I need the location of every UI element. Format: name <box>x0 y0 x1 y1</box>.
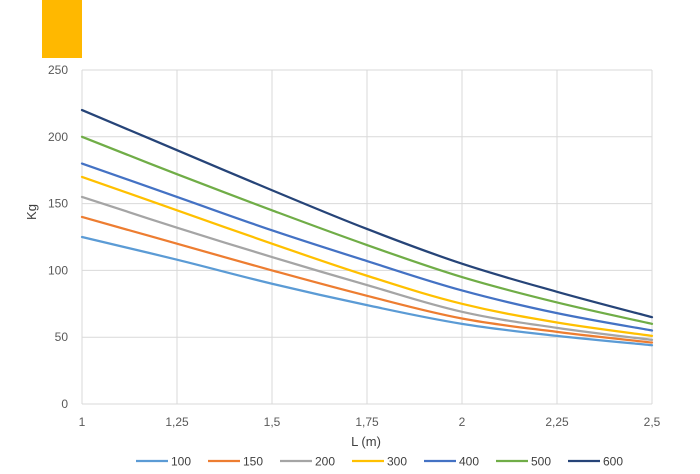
series-line-600 <box>80 108 654 319</box>
grid-lines <box>81 69 653 405</box>
series-line-200 <box>80 195 654 341</box>
x-tick-label: 2,5 <box>644 415 661 429</box>
y-tick-label: 250 <box>48 63 68 77</box>
series-line-150 <box>80 215 654 344</box>
series-line-300 <box>80 175 654 337</box>
x-tick-label: 2 <box>459 415 466 429</box>
series-line-500 <box>80 135 654 325</box>
series-line-400 <box>80 162 654 332</box>
accent-block <box>42 0 82 58</box>
y-tick-label: 150 <box>48 197 68 211</box>
y-tick-label: 0 <box>61 397 68 411</box>
legend-label-400: 400 <box>459 455 479 469</box>
x-tick-label: 1,75 <box>355 415 379 429</box>
legend-label-300: 300 <box>387 455 407 469</box>
x-axis-title: L (m) <box>351 434 381 449</box>
x-tick-label: 1,25 <box>165 415 189 429</box>
y-tick-label: 50 <box>55 330 69 344</box>
legend-label-200: 200 <box>315 455 335 469</box>
y-axis-title: Kg <box>24 204 39 220</box>
y-tick-label: 200 <box>48 130 68 144</box>
series-line-100 <box>80 235 654 347</box>
legend: 100 150 200 300 400 500 600 <box>136 455 623 469</box>
x-tick-label: 1,5 <box>264 415 281 429</box>
legend-label-500: 500 <box>531 455 551 469</box>
x-tick-label: 2,25 <box>545 415 569 429</box>
legend-label-100: 100 <box>171 455 191 469</box>
legend-label-150: 150 <box>243 455 263 469</box>
y-tick-label: 100 <box>48 263 68 277</box>
legend-label-600: 600 <box>603 455 623 469</box>
series-lines <box>80 108 654 347</box>
x-tick-label: 1 <box>79 415 86 429</box>
y-tick-labels: 0 50 100 150 200 250 <box>48 63 68 411</box>
x-tick-labels: 1 1,25 1,5 1,75 2 2,25 2,5 <box>79 415 661 429</box>
